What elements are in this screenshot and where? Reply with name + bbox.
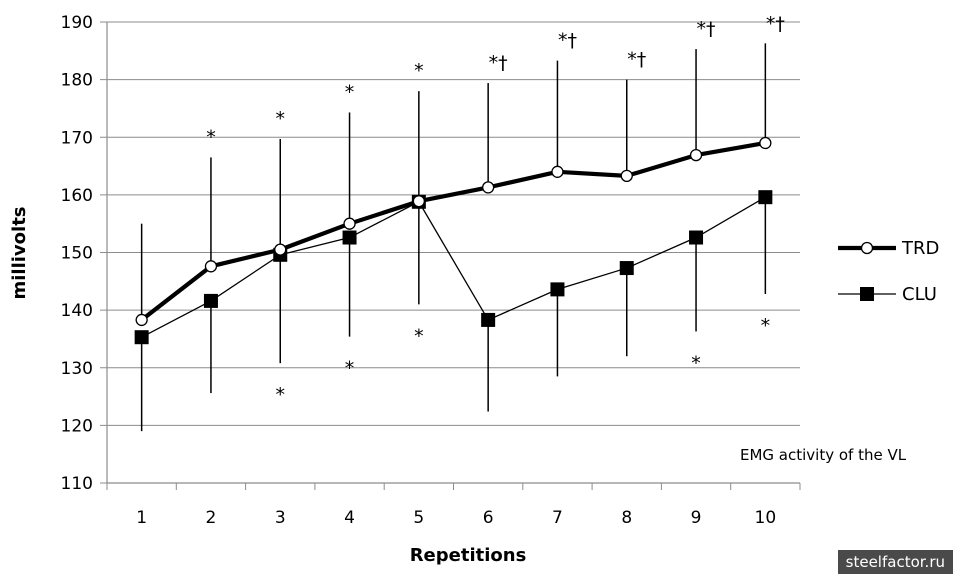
significance-mark: *: [206, 126, 216, 148]
x-axis-title: Repetitions: [410, 545, 527, 566]
chart-annotation: EMG activity of the VL: [740, 446, 907, 464]
significance-mark: *: [761, 315, 771, 337]
x-tick-label: 4: [344, 508, 355, 528]
significance-mark: *†: [627, 49, 646, 71]
significance-mark: *: [691, 352, 701, 374]
y-tick-label: 190: [61, 13, 93, 33]
error-bars: [140, 43, 767, 432]
significance-mark: *: [276, 108, 286, 130]
marker-clu: [134, 330, 149, 345]
significance-mark: *†: [558, 30, 577, 52]
significance-mark: *†: [766, 13, 785, 35]
y-tick-labels: 110 120 130 140 150 160 170 180 190: [61, 13, 93, 494]
significance-mark: *: [414, 325, 424, 347]
significance-mark: *: [345, 358, 355, 380]
x-tick-label: 9: [691, 508, 702, 528]
legend-marker-clu: [860, 287, 874, 301]
series-line-clu: [141, 196, 766, 338]
x-tick-labels: 1 2 3 4 5 6 7 8 9 10: [136, 508, 776, 528]
x-tick-label: 6: [483, 508, 494, 528]
marker-clu: [689, 230, 704, 245]
marker-clu: [342, 230, 357, 245]
y-tick-label: 160: [61, 186, 93, 206]
y-tick-label: 110: [61, 474, 93, 494]
marker-clu: [550, 282, 565, 297]
y-tick-label: 150: [61, 244, 93, 264]
marker-trd: [551, 165, 564, 178]
x-tick-label: 3: [275, 508, 286, 528]
x-tick-label: 7: [552, 508, 563, 528]
x-tick-label: 10: [755, 508, 777, 528]
axes: [100, 21, 801, 490]
marker-trd: [689, 148, 703, 162]
marker-trd: [481, 181, 495, 194]
y-axis-title: millivolts: [9, 206, 30, 299]
watermark-badge: steelfactor.ru: [837, 550, 953, 574]
marker-trd: [343, 217, 356, 230]
x-tick-label: 1: [136, 508, 147, 528]
marker-trd: [204, 260, 218, 273]
x-tick-label: 8: [621, 508, 632, 528]
significance-mark: *†: [489, 52, 508, 74]
marker-trd: [412, 195, 426, 208]
marker-clu: [203, 293, 218, 308]
significance-mark: *: [276, 384, 286, 406]
x-tick-label: 2: [206, 508, 217, 528]
series-line-trd: [140, 140, 766, 322]
legend-label-trd: TRD: [901, 238, 939, 259]
legend-label-clu: CLU: [902, 284, 937, 305]
legend-marker-trd: [860, 241, 874, 255]
x-tick-label: 5: [413, 508, 424, 528]
marker-clu: [619, 261, 634, 276]
marker-trd: [759, 136, 772, 150]
marker-trd: [620, 169, 633, 183]
marker-trd: [135, 313, 148, 327]
y-tick-label: 140: [61, 301, 93, 321]
legend: TRD CLU: [838, 238, 939, 305]
significance-mark: *†: [697, 18, 716, 40]
significance-mark: *: [414, 60, 424, 82]
series-markers: [134, 136, 773, 345]
y-tick-label: 180: [61, 71, 93, 91]
y-tick-label: 170: [61, 128, 93, 148]
marker-clu: [758, 190, 773, 205]
y-tick-label: 130: [61, 359, 93, 379]
series-lines: [140, 140, 766, 338]
marker-clu: [481, 312, 496, 327]
marker-trd: [274, 243, 287, 256]
significance-mark: *: [345, 81, 355, 103]
y-tick-label: 120: [61, 416, 93, 436]
significance-marks: * * * * *† *† *† *† *† * * * * *: [206, 13, 785, 406]
